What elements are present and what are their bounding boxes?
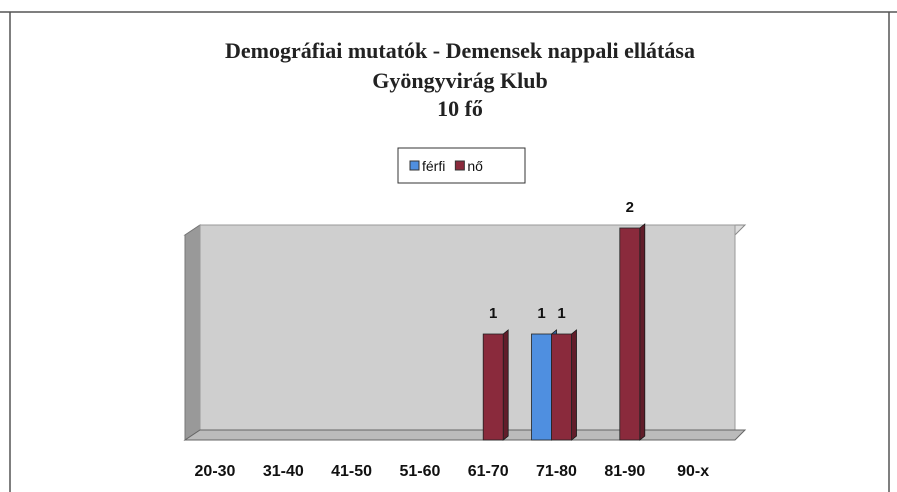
- value-label: 2: [626, 199, 634, 216]
- chart-title: Demográfiai mutatók - Demensek nappali e…: [225, 38, 695, 63]
- x-tick-label: 81-90: [604, 463, 645, 480]
- x-tick-label: 61-70: [468, 463, 509, 480]
- legend-swatch: [454, 160, 465, 171]
- legend-label: nő: [467, 158, 483, 174]
- legend-swatch: [409, 160, 420, 171]
- chart-subtitle: Gyöngyvirág Klub: [372, 68, 547, 93]
- x-tick-label: 41-50: [331, 463, 372, 480]
- bar-side: [639, 223, 646, 441]
- x-tick-label: 51-60: [399, 463, 440, 480]
- bar-face: [619, 227, 641, 441]
- chart-subtitle: 10 fő: [437, 96, 483, 121]
- x-tick-label: 71-80: [536, 463, 577, 480]
- x-tick-label: 31-40: [263, 463, 304, 480]
- plot-floor: [183, 429, 747, 441]
- plot-side: [184, 224, 201, 441]
- legend-label: férfi: [422, 158, 445, 174]
- plot-wall: [199, 224, 736, 431]
- bar-side: [571, 329, 577, 441]
- x-tick-label: 90-x: [677, 463, 709, 480]
- value-label: 1: [537, 305, 545, 322]
- bar: [482, 329, 509, 441]
- value-label: 1: [489, 305, 497, 322]
- bar-face: [551, 333, 572, 441]
- bar-side: [502, 329, 509, 441]
- x-tick-label: 20-30: [195, 463, 236, 480]
- value-label: 1: [557, 305, 565, 322]
- bar-face: [482, 333, 504, 441]
- bar: [619, 223, 646, 441]
- bar: [551, 329, 577, 441]
- bar-face: [531, 333, 552, 441]
